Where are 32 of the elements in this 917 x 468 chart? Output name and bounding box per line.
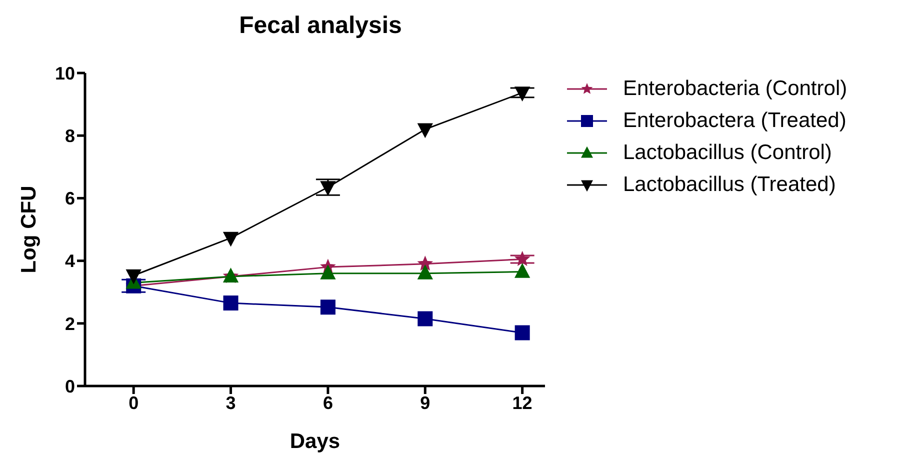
point [320,181,336,196]
x-tick-label: 6 [322,392,333,413]
legend-label: Lactobacillus (Control) [623,141,832,165]
y-tick-label: 6 [64,188,75,209]
x-axis-title: Days [290,430,340,453]
legend-label: Lactobacillus (Treated) [623,173,836,197]
y-axis-title: Log CFU [17,186,40,274]
point [418,256,432,270]
point [126,269,142,284]
y-tick-label: 10 [54,63,75,84]
y-tick-label: 2 [64,314,75,334]
point [320,300,336,315]
legend-label: Enterobacteria (Control) [623,77,848,101]
x-tick-label: 9 [420,392,430,413]
x-tick-label: 3 [226,392,236,413]
point [514,325,530,340]
point [223,296,238,311]
point [223,232,238,246]
point [418,311,433,326]
point [418,123,433,138]
point [514,264,530,278]
chart-title: Fecal analysis [238,12,403,40]
x-tick-label: 0 [128,392,139,413]
point [320,265,336,280]
y-tick-label: 0 [64,376,75,396]
point [515,252,530,266]
x-tick-label: 12 [512,392,532,413]
y-tick-label: 4 [64,251,75,272]
y-tick-label: 8 [64,126,75,146]
point [418,265,433,280]
legend-label: Enterobactera (Treated) [623,109,846,133]
point [514,86,530,101]
